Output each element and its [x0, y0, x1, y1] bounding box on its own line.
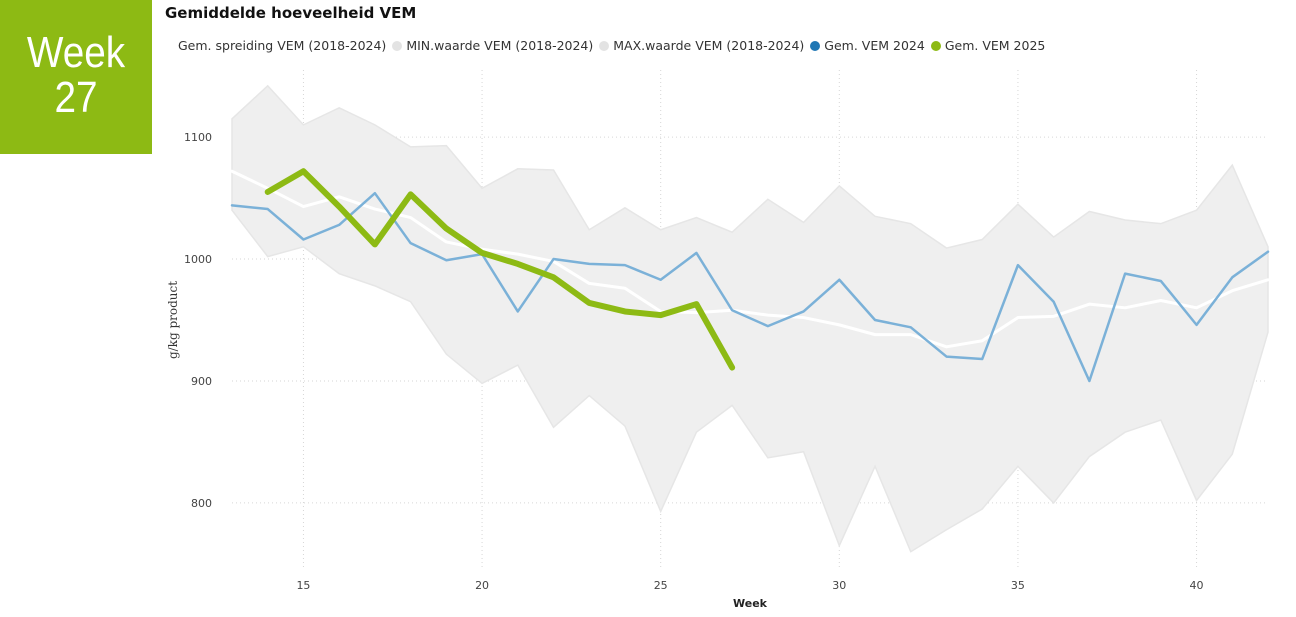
chart-title: Gemiddelde hoeveelheid VEM [165, 4, 417, 22]
y-tick-label: 1000 [184, 253, 212, 266]
chart-legend: Gem. spreiding VEM (2018-2024) MIN.waard… [178, 38, 1051, 53]
legend-label-spreiding: Gem. spreiding VEM (2018-2024) [178, 38, 387, 53]
series-line-mean [230, 169, 1270, 349]
x-tick-label: 20 [475, 579, 489, 592]
x-tick-label: 40 [1190, 579, 1204, 592]
legend-dot-min [392, 40, 403, 51]
y-tick-label: 900 [191, 375, 212, 388]
line-layer [230, 168, 1270, 383]
week-badge-label: Week [26, 28, 126, 77]
series-line-vem-2025 [264, 168, 736, 371]
x-tick-label: 30 [832, 579, 846, 592]
legend-dot-max [599, 40, 610, 51]
y-tick-label: 1100 [184, 131, 212, 144]
x-tick-label: 15 [296, 579, 310, 592]
axis-layer: 800 900 1000 1100 15 20 25 30 35 40 Week g/kg produ… [166, 131, 1204, 610]
series-line-vem-2024 [230, 191, 1270, 383]
legend-item-vem-2024[interactable]: Gem. VEM 2024 [810, 38, 925, 53]
legend-label-vem-2024: Gem. VEM 2024 [824, 38, 925, 53]
legend-label-min: MIN.waarde VEM (2018-2024) [406, 38, 594, 53]
week-badge: Week 27 [0, 0, 152, 154]
x-tick-label: 35 [1011, 579, 1025, 592]
legend-label-vem-2025: Gem. VEM 2025 [944, 38, 1046, 53]
legend-item-spreiding[interactable]: Gem. spreiding VEM (2018-2024) [178, 38, 386, 53]
legend-item-vem-2025[interactable]: Gem. VEM 2025 [930, 38, 1046, 53]
x-tick-label: 25 [654, 579, 668, 592]
week-badge-number: 27 [54, 73, 98, 122]
y-axis-title: g/kg product [166, 281, 180, 359]
legend-dot-vem-2024 [810, 40, 821, 51]
legend-item-min[interactable]: MIN.waarde VEM (2018-2024) [392, 38, 593, 53]
x-axis-title: Week [733, 597, 768, 610]
legend-label-max: MAX.waarde VEM (2018-2024) [613, 38, 805, 53]
legend-dot-vem-2025 [930, 40, 941, 51]
legend-item-max[interactable]: MAX.waarde VEM (2018-2024) [599, 38, 804, 53]
y-tick-label: 800 [191, 497, 212, 510]
